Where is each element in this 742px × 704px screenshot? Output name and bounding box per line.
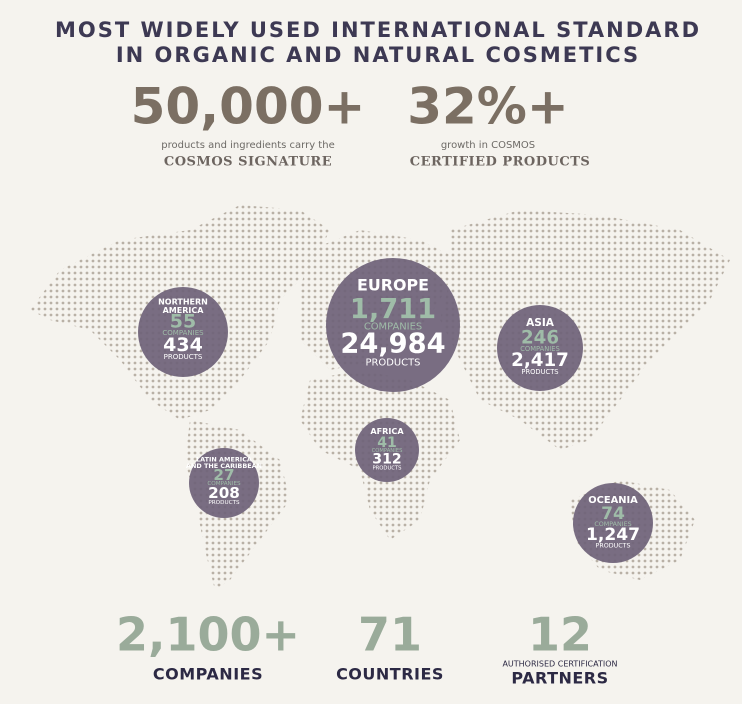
region-name: EUROPE	[357, 276, 429, 295]
stat-caption: growth in COSMOS	[441, 140, 535, 151]
region-circle	[189, 448, 259, 518]
region-companies-label: COMPANIES	[594, 521, 631, 528]
region-companies-label: COMPANIES	[207, 481, 241, 487]
region-products: 312	[372, 452, 401, 468]
total-label: PARTNERS	[511, 669, 608, 688]
region-name: AFRICA	[370, 426, 404, 436]
total-label: COMPANIES	[153, 665, 263, 684]
region-name: OCEANIA	[588, 495, 638, 506]
region-products-label: PRODUCTS	[372, 465, 402, 471]
region-companies-label: COMPANIES	[372, 448, 404, 454]
stat-value: 50,000+	[131, 78, 366, 136]
region-products: 208	[208, 484, 240, 502]
region-circle	[497, 305, 583, 391]
total-value: 71	[358, 608, 422, 662]
stat-label: CERTIFIED PRODUCTS	[410, 155, 591, 170]
region-companies: 27	[213, 466, 234, 484]
regions: NORTHERNAMERICA55COMPANIES434PRODUCTSEUR…	[138, 258, 653, 563]
region-products: 1,247	[586, 525, 640, 545]
region-products-label: PRODUCTS	[596, 542, 631, 549]
region-products: 24,984	[340, 329, 445, 360]
total-value: 12	[528, 608, 592, 662]
title-line: MOST WIDELY USED INTERNATIONAL STANDARD	[55, 18, 701, 42]
region-companies-label: COMPANIES	[162, 329, 204, 337]
region-name: LATIN AMERICA	[196, 455, 252, 463]
region-products: 2,417	[511, 350, 569, 371]
stat-caption: products and ingredients carry the	[161, 140, 334, 151]
region-name: AMERICA	[163, 306, 205, 315]
region-companies: 41	[377, 435, 397, 451]
region-companies-label: COMPANIES	[364, 321, 422, 332]
region-name: NORTHERN	[158, 297, 208, 306]
region-circle	[355, 418, 419, 482]
stat-label: COSMOS SIGNATURE	[164, 155, 332, 170]
total-label: COUNTRIES	[336, 665, 444, 684]
region-products: 434	[163, 334, 203, 356]
region-name: AND THE CARIBBEAN	[186, 462, 262, 470]
region-circle	[138, 287, 228, 377]
title-line: IN ORGANIC AND NATURAL COSMETICS	[116, 43, 640, 67]
region-companies: 1,711	[350, 294, 436, 325]
region-circle	[573, 483, 653, 563]
region-companies: 74	[601, 504, 625, 524]
region-companies-label: COMPANIES	[520, 345, 560, 353]
stat-value: 32%+	[407, 78, 569, 136]
region-companies: 246	[521, 328, 559, 349]
total-value: 2,100+	[116, 608, 300, 662]
region-circle	[326, 258, 460, 392]
region-products-label: PRODUCTS	[208, 500, 240, 506]
region-products-label: PRODUCTS	[521, 368, 558, 376]
region-companies: 55	[170, 311, 196, 333]
region-products-label: PRODUCTS	[366, 358, 421, 369]
region-name: ASIA	[526, 317, 555, 329]
total-caption: AUTHORISED CERTIFICATION	[502, 660, 617, 669]
region-products-label: PRODUCTS	[164, 353, 203, 361]
